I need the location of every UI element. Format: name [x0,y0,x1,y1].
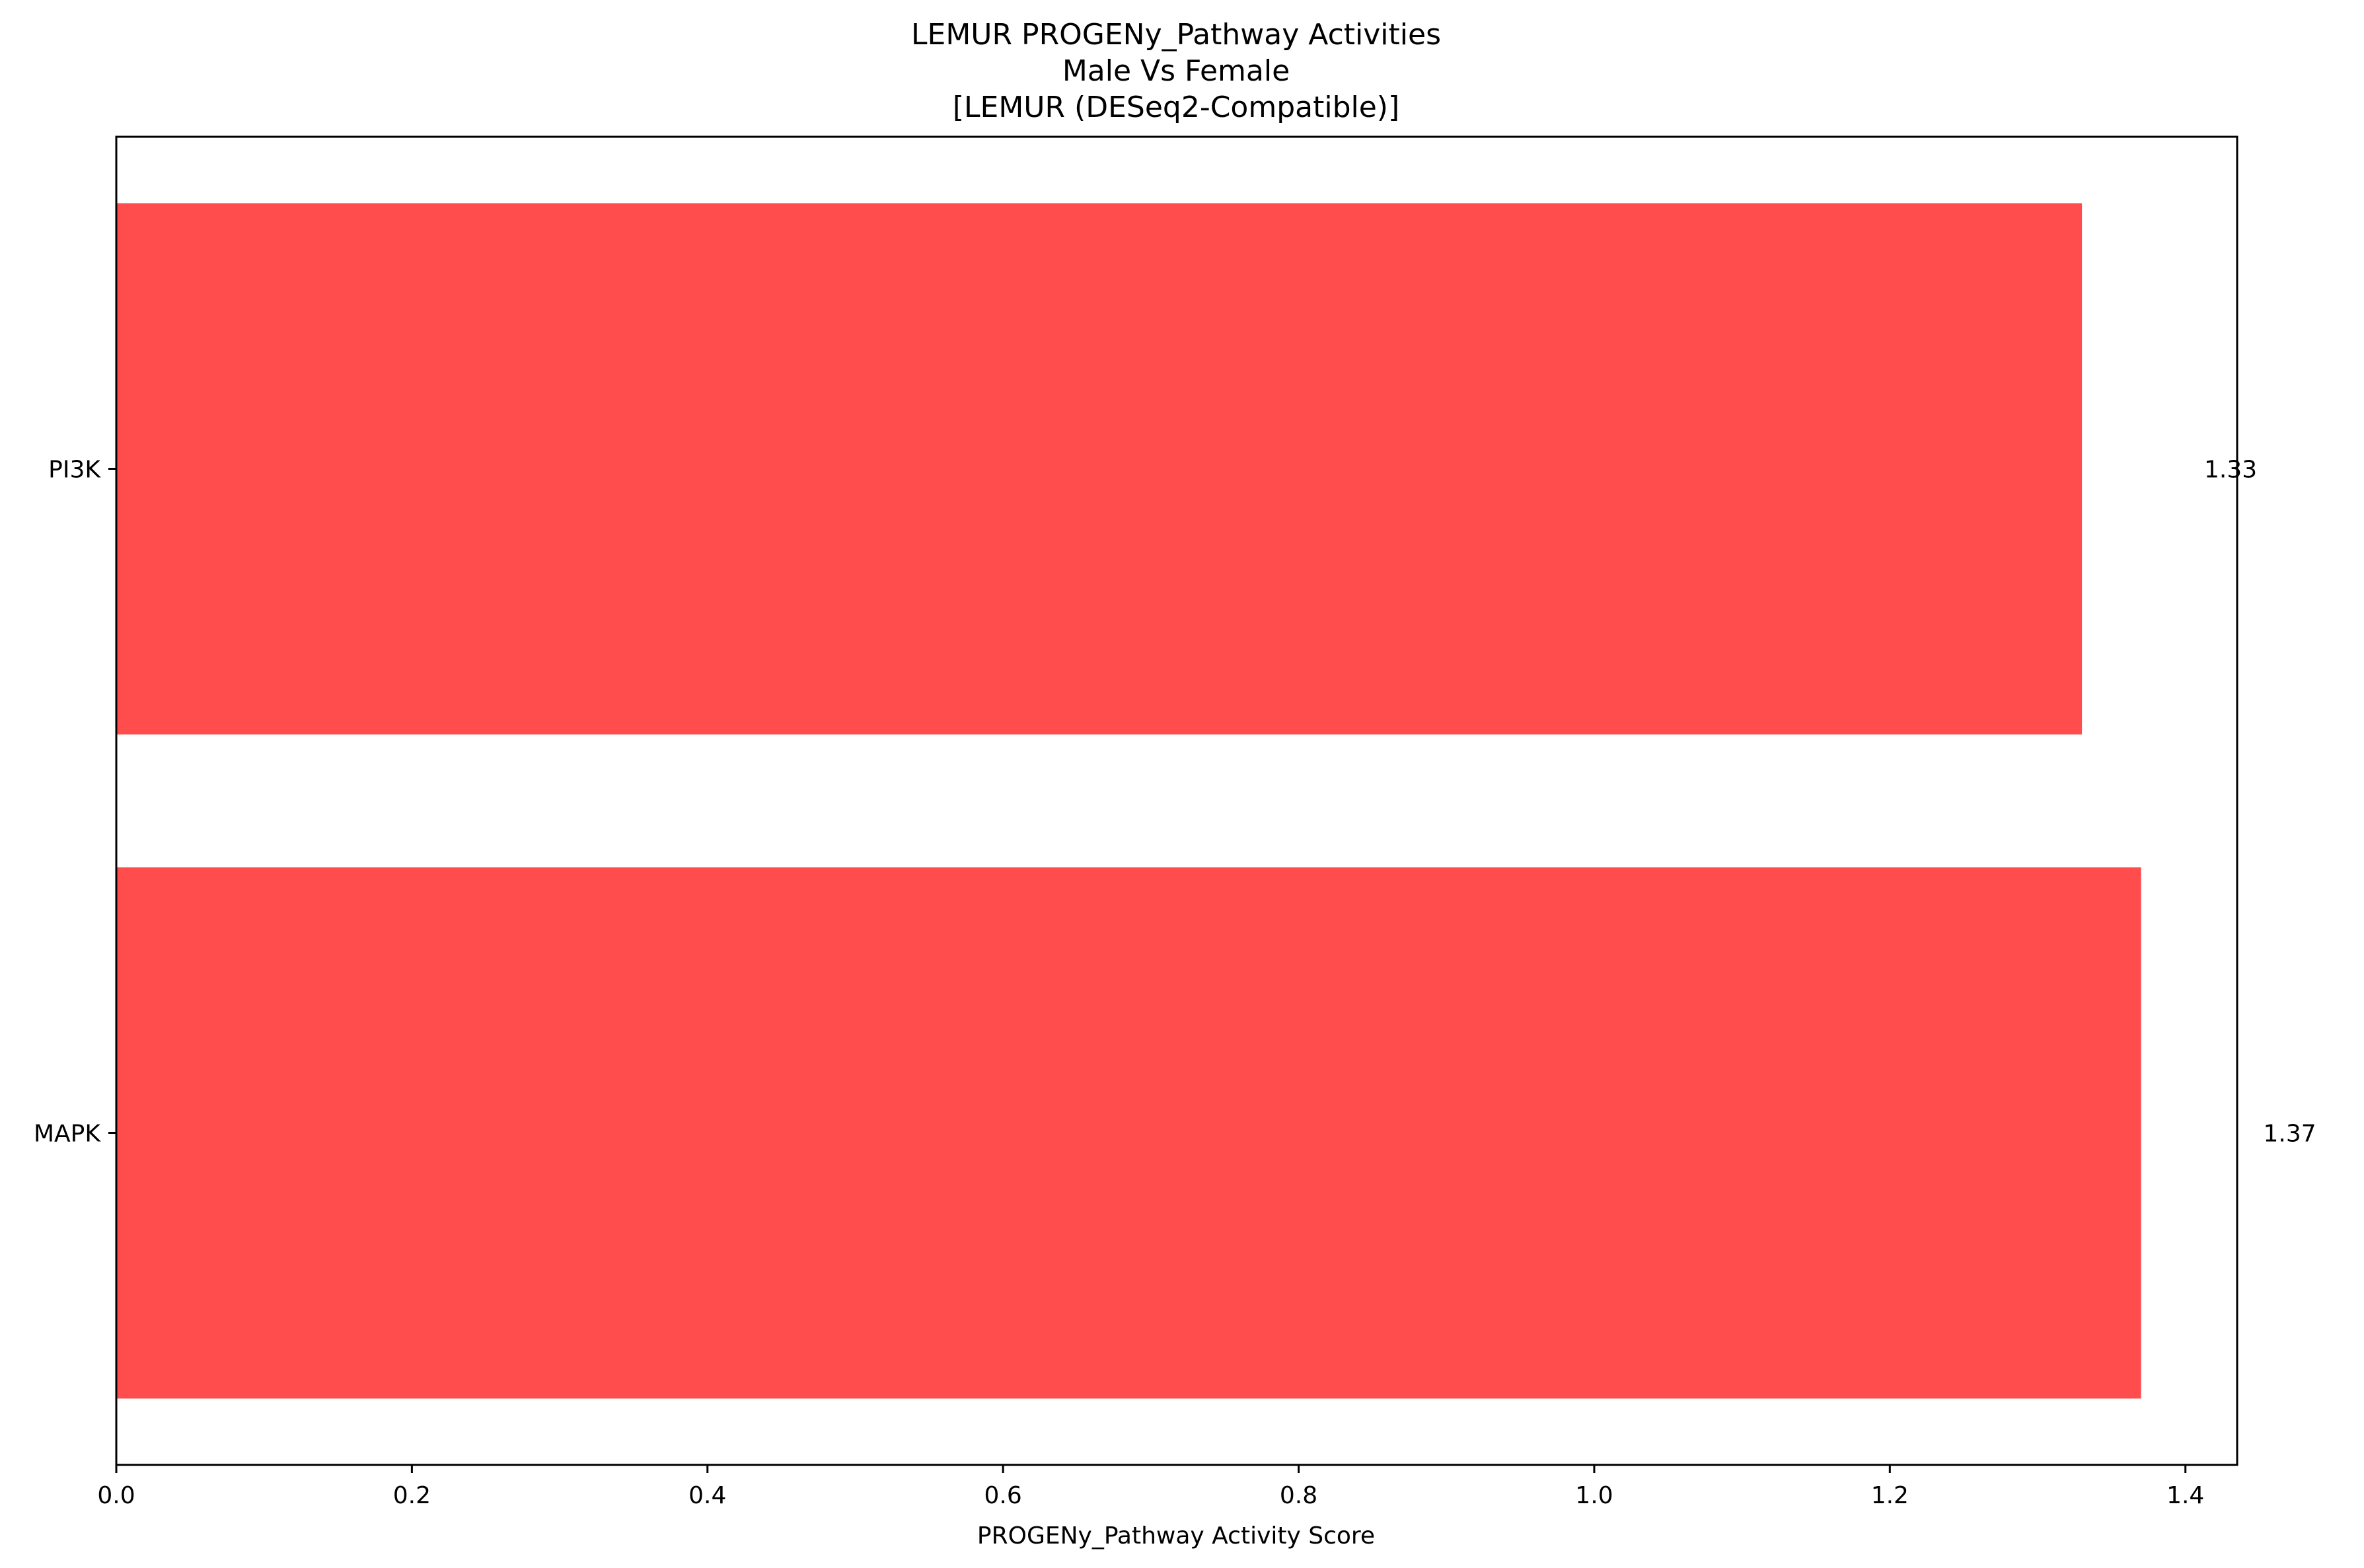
x-tick-label: 0.4 [688,1482,726,1509]
plot-area-frame [115,135,2238,1466]
chart-title: LEMUR PROGENy_Pathway Activities Male Vs… [911,18,1441,124]
x-tick-label: 1.0 [1575,1482,1613,1509]
x-tick-label: 0.0 [97,1482,135,1509]
chart-title-line-3: [LEMUR (DESeq2-Compatible)] [953,91,1399,124]
x-axis-ticks: 0.0 0.2 0.4 0.6 0.8 1.0 1.2 1.4 [97,1465,2204,1509]
x-axis-label: PROGENy_Pathway Activity Score [977,1522,1375,1549]
bar-mapk [116,867,2141,1399]
bar-pi3k [116,203,2083,735]
x-tick-label: 1.4 [2166,1482,2204,1509]
chart-title-line-2: Male Vs Female [1062,54,1290,88]
data-label-mapk: 1.37 [2264,1121,2316,1148]
data-labels-group: 1.33 1.37 [2204,457,2316,1148]
chart-title-line-1: LEMUR PROGENy_Pathway Activities [911,18,1441,52]
x-tick-label: 0.2 [393,1482,431,1509]
y-axis-ticks: PI3K MAPK [34,457,116,1148]
x-tick-label: 1.2 [1871,1482,1909,1509]
x-tick-label: 0.8 [1280,1482,1317,1509]
data-label-pi3k: 1.33 [2204,457,2257,484]
y-tick-label-pi3k: PI3K [48,457,101,484]
y-tick-label-mapk: MAPK [34,1121,101,1148]
bars-group [116,203,2141,1399]
x-tick-label: 0.6 [984,1482,1022,1509]
